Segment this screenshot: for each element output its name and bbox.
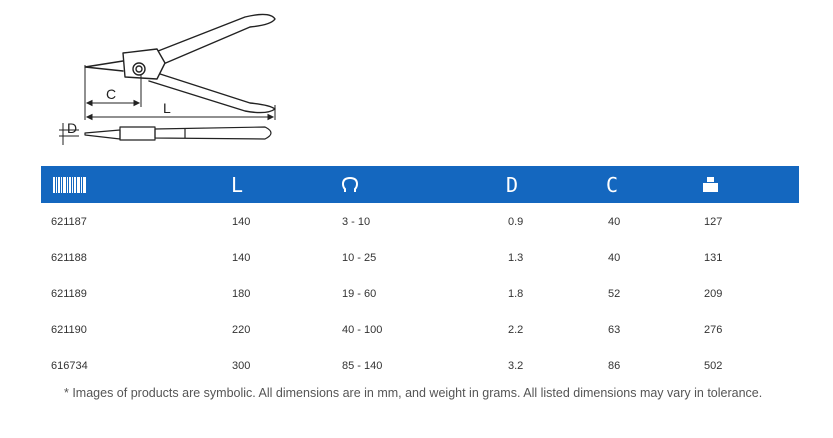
cell-range: 3 - 10 xyxy=(342,216,371,228)
table-row: 621187 140 3 - 10 0.9 40 127 xyxy=(41,213,799,233)
cell-range: 40 - 100 xyxy=(342,324,383,336)
table-row: 621190 220 40 - 100 2.2 63 276 xyxy=(41,321,799,341)
table-row: 616734 300 85 - 140 3.2 86 502 xyxy=(41,357,799,377)
cell-range: 85 - 140 xyxy=(342,360,383,372)
header-d: D xyxy=(506,172,519,197)
cell-code: 621189 xyxy=(51,288,87,300)
cell-c: 40 xyxy=(608,252,621,264)
cell-weight: 276 xyxy=(704,324,723,336)
label-c: C xyxy=(106,86,116,102)
cell-c: 86 xyxy=(608,360,621,372)
cell-code: 621188 xyxy=(51,252,87,264)
pliers-diagram: C L D xyxy=(59,13,276,145)
barcode-icon xyxy=(53,166,86,203)
header-c: C xyxy=(606,172,619,197)
cell-weight: 209 xyxy=(704,288,723,300)
header-l: L xyxy=(231,172,244,197)
cell-l: 220 xyxy=(232,324,251,336)
table-row: 621188 140 10 - 25 1.3 40 131 xyxy=(41,249,799,269)
cell-l: 140 xyxy=(232,216,251,228)
omega-icon xyxy=(342,166,358,203)
cell-d: 1.8 xyxy=(508,288,524,300)
footnote: * Images of products are symbolic. All d… xyxy=(64,386,763,400)
cell-range: 10 - 25 xyxy=(342,252,377,264)
cell-d: 0.9 xyxy=(508,216,524,228)
label-l: L xyxy=(163,100,171,116)
cell-l: 180 xyxy=(232,288,251,300)
cell-weight: 502 xyxy=(704,360,723,372)
label-d: D xyxy=(67,120,77,136)
cell-range: 19 - 60 xyxy=(342,288,377,300)
table-row: 621189 180 19 - 60 1.8 52 209 xyxy=(41,285,799,305)
cell-weight: 127 xyxy=(704,216,723,228)
weight-icon xyxy=(703,166,718,203)
cell-c: 40 xyxy=(608,216,621,228)
cell-weight: 131 xyxy=(704,252,723,264)
cell-d: 1.3 xyxy=(508,252,524,264)
cell-c: 52 xyxy=(608,288,621,300)
cell-l: 140 xyxy=(232,252,251,264)
cell-d: 2.2 xyxy=(508,324,524,336)
cell-code: 621187 xyxy=(51,216,87,228)
cell-code: 616734 xyxy=(51,360,88,372)
cell-code: 621190 xyxy=(51,324,87,336)
cell-c: 63 xyxy=(608,324,621,336)
cell-l: 300 xyxy=(232,360,251,372)
cell-d: 3.2 xyxy=(508,360,524,372)
table-header: L D C xyxy=(41,166,799,203)
